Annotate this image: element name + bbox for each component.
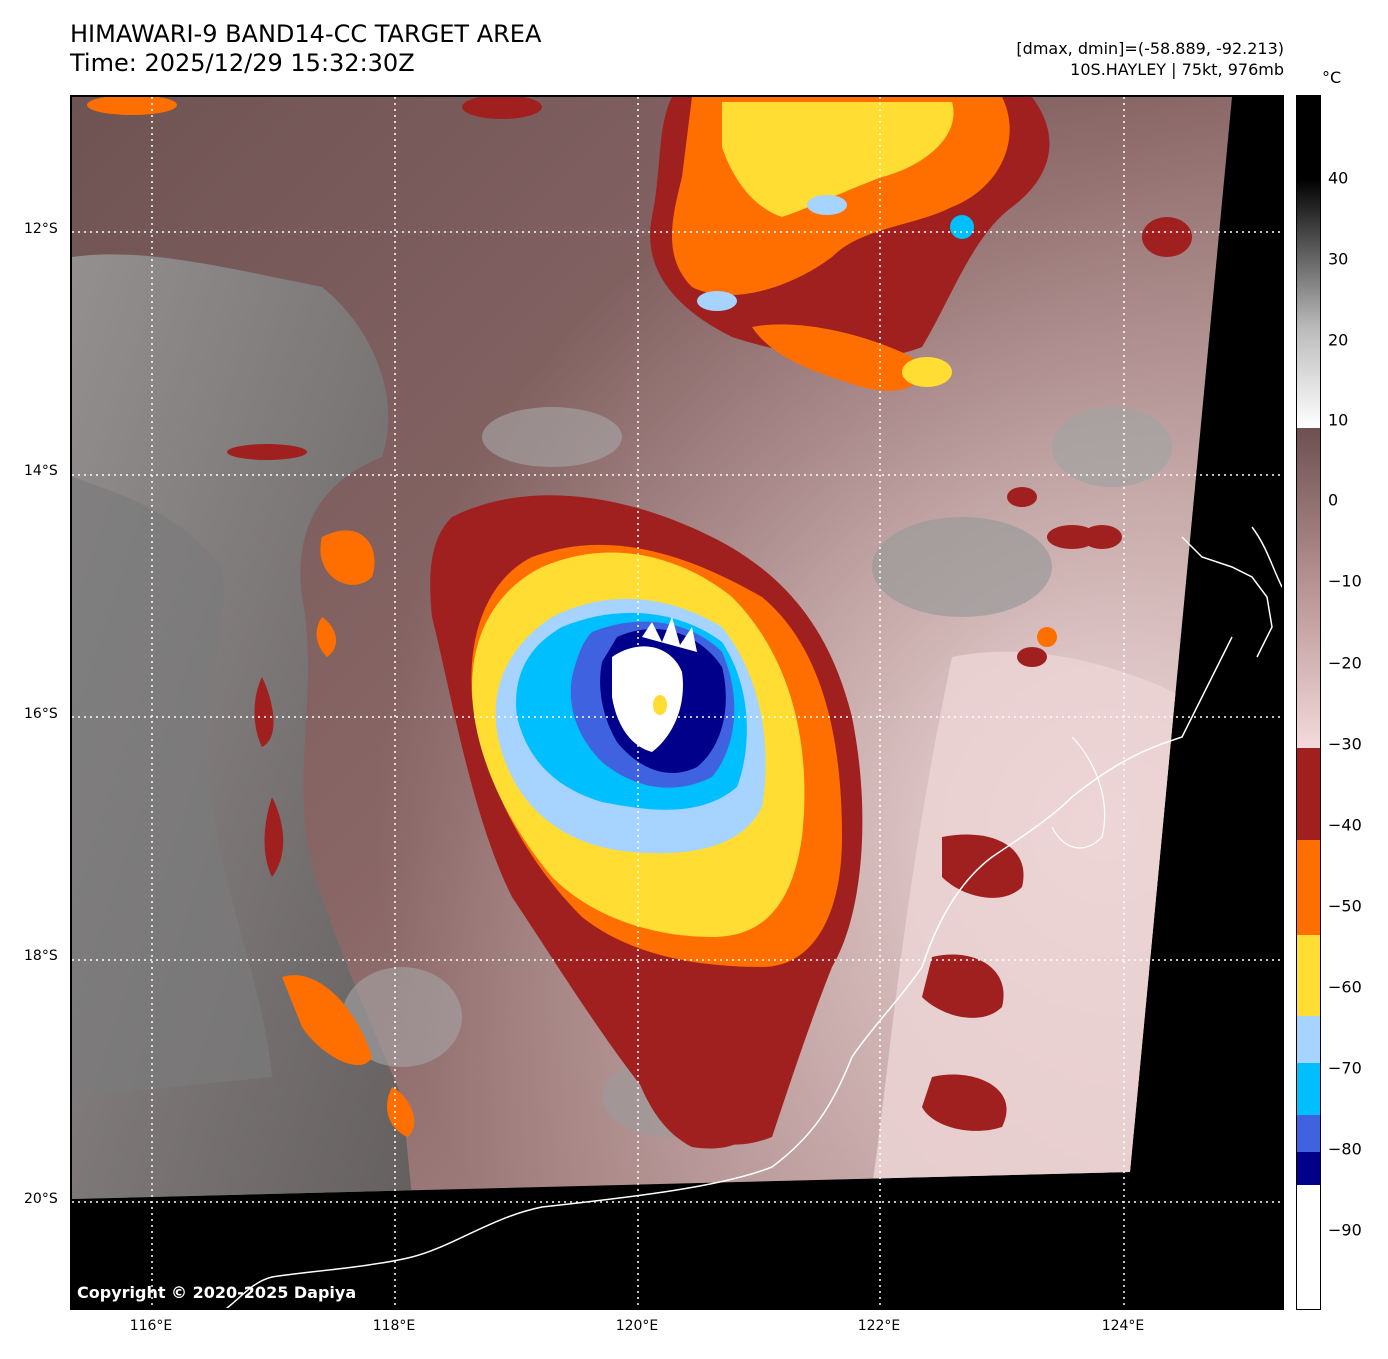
- lon-label-122e: 122°E: [857, 1318, 901, 1334]
- graticule: [72, 97, 1282, 1308]
- satellite-image: [72, 97, 1282, 1308]
- lat-label-14s: 14°S: [24, 463, 58, 479]
- range-text: [dmax, dmin]=(-58.889, -92.213): [1016, 39, 1284, 58]
- lat-label-16s: 16°S: [24, 706, 58, 722]
- colorbar-orange-band: [1297, 840, 1320, 935]
- colorbar-blue-band: [1297, 1115, 1320, 1152]
- lat-label-12s: 12°S: [24, 221, 58, 237]
- colorbar-label: 0: [1328, 490, 1339, 510]
- lat-label-18s: 18°S: [24, 948, 58, 964]
- southern-band: [622, 957, 774, 1149]
- chart-title: HIMAWARI-9 BAND14-CC TARGET AREA Time: 2…: [70, 20, 541, 78]
- colorbar: [1296, 95, 1321, 1310]
- colorbar-cyan-band: [1297, 1063, 1320, 1115]
- colorbar-label: 30: [1328, 249, 1349, 269]
- lat-label-20s: 20°S: [24, 1191, 58, 1207]
- colorbar-white-band: [1297, 1185, 1320, 1309]
- imagery-swath: [72, 97, 1232, 1199]
- colorbar-label: −10: [1328, 571, 1362, 591]
- satellite-map[interactable]: Copyright © 2020-2025 Dapiya: [70, 95, 1284, 1310]
- info-block: [dmax, dmin]=(-58.889, -92.213) 10S.HAYL…: [1016, 38, 1284, 80]
- northern-convection: [87, 97, 1192, 549]
- colorbar-grayscale-band: [1297, 96, 1320, 428]
- coastline: [225, 636, 1233, 1308]
- colorbar-label: −40: [1328, 815, 1362, 835]
- colorbar-yellow-band: [1297, 935, 1320, 1016]
- title-line1: HIMAWARI-9 BAND14-CC TARGET AREA: [70, 20, 542, 48]
- colorbar-label: −20: [1328, 653, 1362, 673]
- colorbar-pink-band: [1297, 428, 1320, 748]
- title-line2: Time: 2025/12/29 15:32:30Z: [70, 49, 415, 77]
- lon-label-118e: 118°E: [372, 1318, 416, 1334]
- colorbar-label: −70: [1328, 1058, 1362, 1078]
- colorbar-navy-band: [1297, 1152, 1320, 1185]
- lon-label-120e: 120°E: [615, 1318, 659, 1334]
- colorbar-label: −80: [1328, 1139, 1362, 1159]
- colorbar-label: −50: [1328, 896, 1362, 916]
- western-rainbands: [254, 530, 415, 1137]
- colorbar-label: −30: [1328, 734, 1362, 754]
- cyclone-hayley: [430, 495, 863, 1145]
- storm-eye: [612, 646, 683, 752]
- colorbar-label: 10: [1328, 410, 1349, 430]
- copyright-text: Copyright © 2020-2025 Dapiya: [77, 1283, 357, 1302]
- lon-label-116e: 116°E: [129, 1318, 173, 1334]
- lon-label-124e: 124°E: [1101, 1318, 1145, 1334]
- colorbar-unit: °C: [1322, 68, 1342, 87]
- colorbar-label: 20: [1328, 330, 1349, 350]
- colorbar-label: 40: [1328, 168, 1349, 188]
- colorbar-red-band: [1297, 748, 1320, 840]
- colorbar-label: −60: [1328, 977, 1362, 997]
- storm-text: 10S.HAYLEY | 75kt, 976mb: [1070, 60, 1284, 79]
- colorbar-label: −90: [1328, 1220, 1362, 1240]
- eastern-cells: [922, 487, 1122, 1131]
- colorbar-lightblue-band: [1297, 1016, 1320, 1063]
